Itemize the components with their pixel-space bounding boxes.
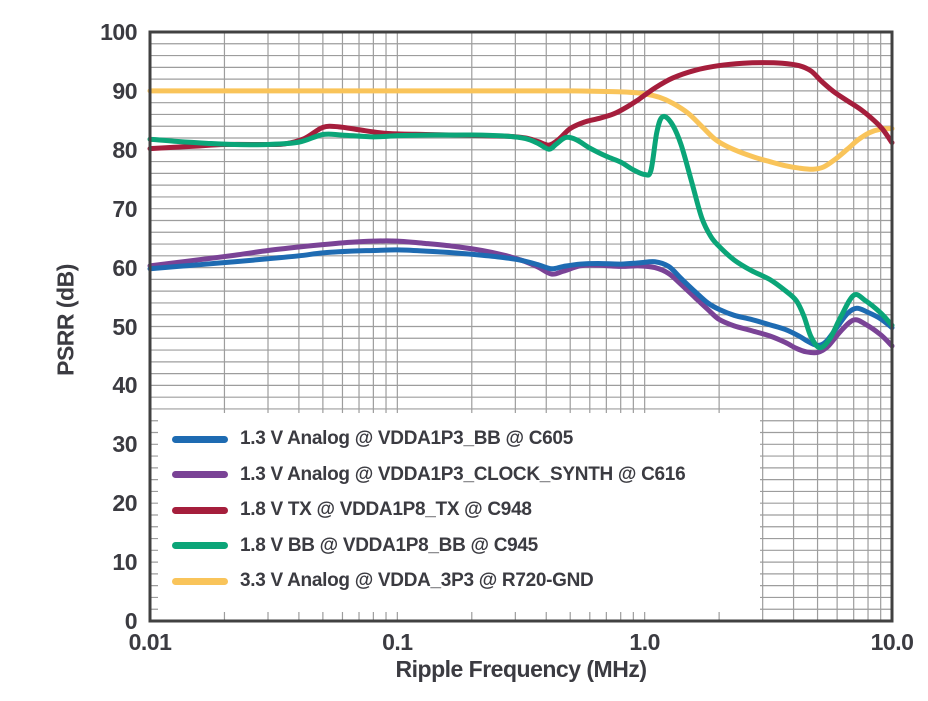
y-tick-label: 0 <box>124 608 138 634</box>
legend-item: 1.3 V Analog @ VDDA1P3_BB @ C605 <box>172 427 573 451</box>
series-line-2 <box>147 60 895 152</box>
y-tick-label: 100 <box>100 19 137 45</box>
legend-label: 1.8 V BB @ VDDA1P8_BB @ C945 <box>240 534 538 556</box>
y-tick-label: 80 <box>112 136 137 163</box>
legend-swatch <box>172 577 228 585</box>
series-lines <box>147 60 895 356</box>
legend-item: 1.3 V Analog @ VDDA1P3_CLOCK_SYNTH @ C61… <box>172 463 686 487</box>
legend-item: 3.3 V Analog @ VDDA_3P3 @ R720-GND <box>172 569 594 593</box>
series-line-3 <box>147 113 895 351</box>
x-tick-label: 1.0 <box>629 629 660 655</box>
legend-item: 1.8 V TX @ VDDA1P8_TX @ C948 <box>172 498 532 522</box>
legend-label: 3.3 V Analog @ VDDA_3P3 @ R720-GND <box>240 570 594 591</box>
y-tick-label: 30 <box>112 431 137 458</box>
x-tick-label: 0.1 <box>382 629 413 655</box>
legend-label: 1.8 V TX @ VDDA1P8_TX @ C948 <box>240 499 532 520</box>
x-tick-label: 0.01 <box>128 629 172 655</box>
legend-background <box>158 413 760 612</box>
legend-item: 1.8 V BB @ VDDA1P8_BB @ C945 <box>172 534 538 558</box>
y-tick-label: 90 <box>112 77 137 104</box>
legend-swatch <box>172 506 228 514</box>
series-line-4 <box>147 88 895 172</box>
y-tick-label: 20 <box>112 490 137 517</box>
x-axis-title: Ripple Frequency (MHz) <box>395 656 647 682</box>
y-tick-label: 60 <box>112 254 137 281</box>
y-axis-title: PSRR (dB) <box>52 264 79 376</box>
y-tick-label: 10 <box>112 549 137 576</box>
y-tick-label: 50 <box>112 313 137 340</box>
legend-swatch <box>172 435 228 443</box>
legend-label: 1.3 V Analog @ VDDA1P3_BB @ C605 <box>240 428 573 449</box>
x-tick-label: 10.0 <box>870 629 914 655</box>
y-tick-label: 40 <box>112 372 137 399</box>
legend-swatch <box>172 471 228 478</box>
plot-border <box>148 30 894 623</box>
axes-frame <box>148 30 894 623</box>
series-line-0 <box>147 247 895 348</box>
legend-box <box>158 413 760 612</box>
legend-label: 1.3 V Analog @ VDDA1P3_CLOCK_SYNTH @ C61… <box>240 463 686 485</box>
legend-swatch <box>172 542 228 549</box>
y-tick-label: 70 <box>112 195 137 222</box>
